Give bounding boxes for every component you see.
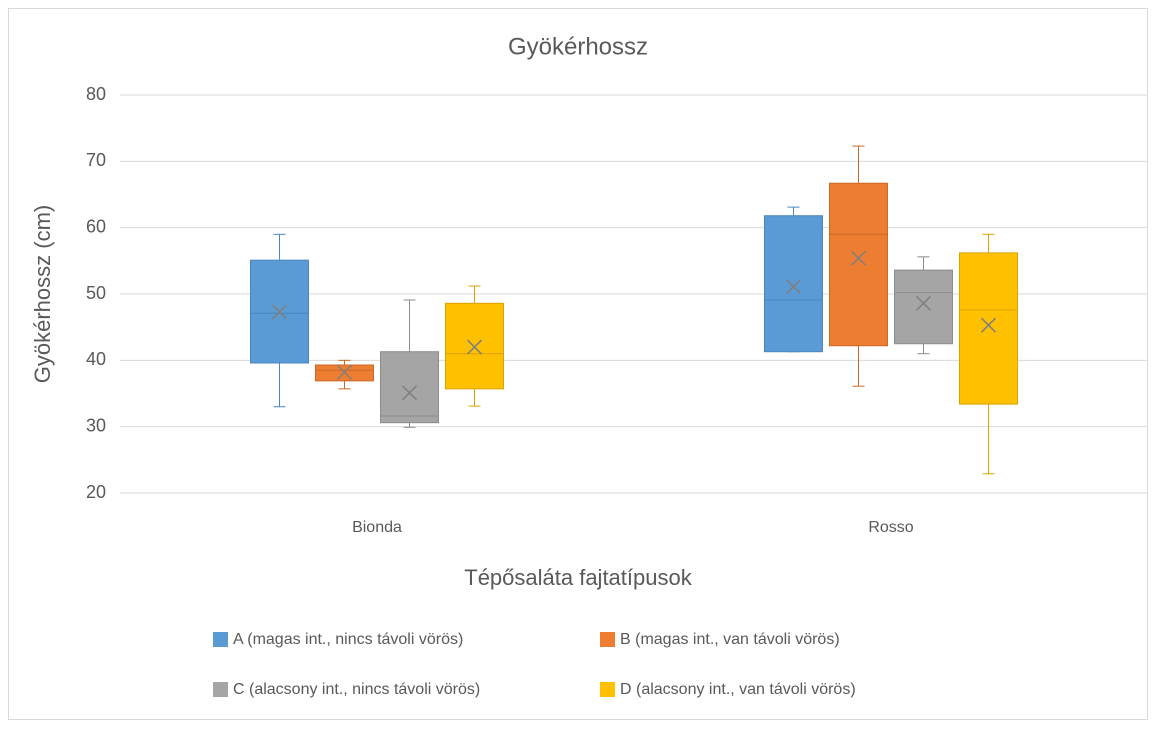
y-tick-label: 80 — [86, 84, 106, 104]
y-tick-label: 40 — [86, 349, 106, 369]
x-tick-label: Bionda — [352, 519, 402, 536]
box — [959, 252, 1018, 405]
legend-label: A (magas int., nincs távoli vörös) — [233, 631, 463, 648]
mean-marker — [915, 295, 932, 311]
y-tick-label: 70 — [86, 150, 106, 170]
legend-swatch — [600, 632, 615, 647]
mean-marker — [980, 317, 997, 333]
y-tick-label: 60 — [86, 216, 106, 236]
legend-label: D (alacsony int., van távoli vörös) — [620, 681, 856, 698]
y-axis-title: Gyökérhossz (cm) — [30, 205, 55, 383]
box — [764, 215, 823, 353]
legend-label: C (alacsony int., nincs távoli vörös) — [233, 681, 480, 698]
chart-title: Gyökérhossz — [508, 33, 648, 60]
box — [380, 351, 439, 424]
mean-marker — [336, 364, 353, 380]
mean-marker — [785, 279, 802, 295]
legend-swatch — [600, 682, 615, 697]
x-axis-title: Tépősaláta fajtatípusok — [464, 565, 692, 590]
box — [829, 182, 888, 347]
mean-marker — [271, 304, 288, 320]
box — [894, 269, 953, 345]
mean-marker — [850, 250, 867, 266]
mean-marker — [466, 339, 483, 355]
y-tick-label: 50 — [86, 283, 106, 303]
legend-swatch — [213, 682, 228, 697]
y-tick-label: 20 — [86, 482, 106, 502]
legend-swatch — [213, 632, 228, 647]
chart-frame — [8, 8, 1148, 720]
mean-marker — [401, 385, 418, 401]
y-tick-label: 30 — [86, 415, 106, 435]
legend-label: B (magas int., van távoli vörös) — [620, 631, 840, 648]
x-tick-label: Rosso — [868, 519, 913, 536]
